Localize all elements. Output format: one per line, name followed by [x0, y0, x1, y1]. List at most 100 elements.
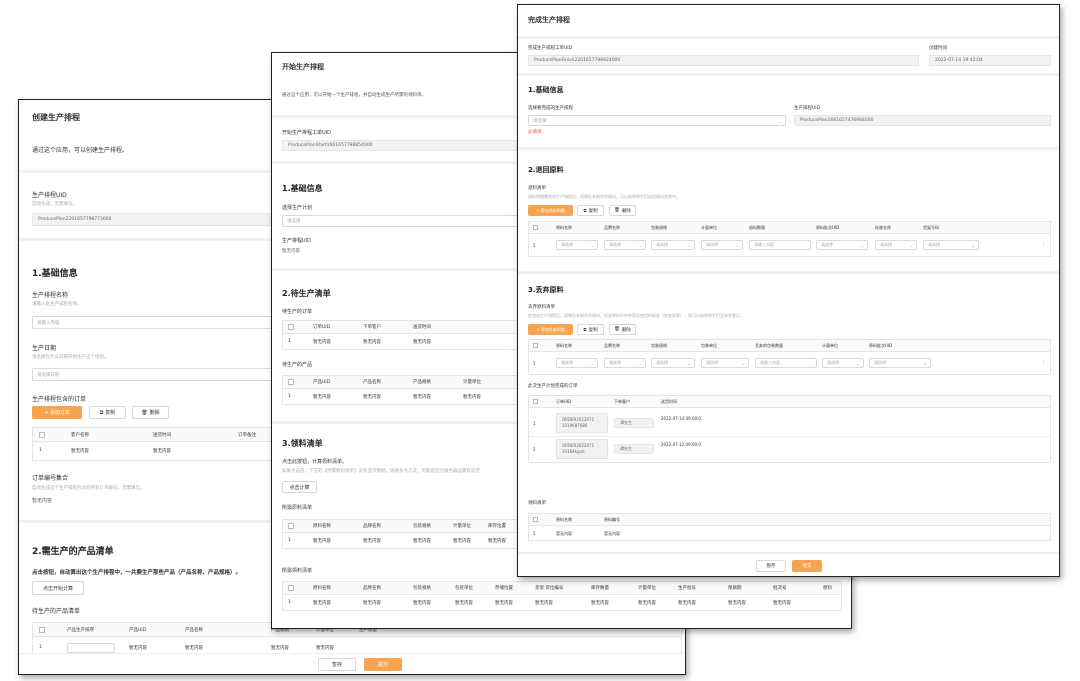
chevron-down-icon: ⌄: [909, 243, 913, 248]
section-discard: 3.丢弃原料: [528, 286, 564, 294]
pack-spec-select[interactable]: 请选择 ⌄: [651, 240, 695, 250]
select-all-checkbox[interactable]: [288, 523, 294, 529]
chevron-down-icon: ⌄: [923, 361, 927, 366]
trash-icon: 🗑: [614, 208, 620, 213]
unit-select[interactable]: 请选择 ⌄: [822, 358, 864, 368]
date-hint: 请选择在什么日期开始生产这个排程。: [32, 355, 109, 360]
shelf-select[interactable]: 请选择 ⌄: [923, 240, 979, 250]
chevron-down-icon: ⌄: [687, 361, 691, 366]
section-materials: 3.领料清单: [282, 439, 323, 448]
page-title: 创建生产排程: [32, 113, 80, 122]
completed-orders-table: 订单UID 下单客户 送货时间 1 ORDER2022071 101968768…: [528, 395, 1051, 463]
cell: 暂无内容: [728, 601, 746, 606]
row-index: 1: [533, 531, 536, 536]
col-pack-unit: 包装单位: [455, 586, 473, 591]
col-order-uid: 订单UID: [313, 325, 331, 330]
copy-button[interactable]: ⧉ 复制: [577, 324, 604, 335]
trash-icon: 🗑: [141, 409, 148, 416]
order-collection-value: 暂无内容: [32, 498, 53, 504]
picking-list-table: 原料名称 原料编号 1 暂无内容 暂无内容: [528, 513, 1051, 541]
divider: [518, 271, 1059, 274]
start-calc-button[interactable]: 点击开始计算: [32, 581, 84, 595]
sequence-input[interactable]: [67, 643, 115, 653]
copy-button[interactable]: ⧉ 复制: [89, 406, 126, 419]
cell: 暂无内容: [678, 601, 696, 606]
material-select[interactable]: 请选择 ⌄: [556, 240, 598, 250]
col-unit: 计量单位: [316, 628, 334, 633]
cell-product-name: 暂无内容: [185, 646, 203, 651]
return-qty-input[interactable]: 请输入内容: [749, 240, 811, 250]
select-all-checkbox[interactable]: [533, 517, 538, 522]
more-icon[interactable]: ⋮: [1041, 242, 1046, 248]
picking-list-label: 所需领料清单: [282, 568, 313, 574]
save-draft-button[interactable]: 暂存: [318, 658, 356, 671]
chevron-down-icon: ⌄: [687, 243, 691, 248]
pack-unit-select[interactable]: 请选择 ⌄: [701, 358, 749, 368]
footer-bar: 暂存 提交: [19, 653, 685, 674]
page-title: 完成生产排程: [528, 16, 570, 24]
select-all-checkbox[interactable]: [39, 627, 45, 633]
table-header: 原料名称 品牌名称 包装规格 包装单位 丢弃的包装数量 计量单位 原料批次UID: [529, 340, 1050, 352]
chevron-down-icon: ⌄: [778, 118, 782, 124]
select-all-checkbox[interactable]: [533, 225, 538, 230]
picking-list-table: 原料名称 品牌名称 包装规格 包装单位 存储位置 货架 货位编号 库存数量 计量…: [282, 581, 842, 611]
batch-uid-select[interactable]: 请选择 ⌄: [816, 240, 868, 250]
select-all-checkbox[interactable]: [288, 379, 294, 385]
unit-select[interactable]: 请选择 ⌄: [701, 240, 743, 250]
calc-button[interactable]: 点击计算: [282, 481, 317, 493]
col-unit: 计量单位: [463, 380, 481, 385]
chevron-down-icon: ⌄: [971, 243, 975, 248]
table-header: 原料名称 原料编号: [529, 514, 1050, 526]
uid-hint: 自动生成，无需填写。: [32, 202, 77, 207]
copy-button[interactable]: ⧉ 复制: [577, 205, 604, 216]
col-batch-uid: 原料批次UID: [816, 225, 840, 230]
select-all-checkbox[interactable]: [533, 399, 538, 404]
submit-button[interactable]: 提交: [792, 560, 822, 572]
warehouse-select[interactable]: 请选择 ⌄: [875, 240, 917, 250]
col-order-uid: 订单UID: [556, 399, 572, 404]
col-product-name: 产品名称: [185, 628, 203, 633]
cell-material-name: 暂无内容: [556, 531, 572, 536]
submit-button[interactable]: 提交: [364, 658, 402, 671]
col-material-name: 原料名称: [556, 517, 572, 522]
brand-select[interactable]: 请选择 ⌄: [604, 358, 646, 368]
batch-uid-select[interactable]: 请选择 ⌄: [869, 358, 931, 368]
col-product-name: 产品名称: [363, 380, 381, 385]
save-draft-button[interactable]: 暂存: [756, 560, 786, 572]
cell-unit: 暂无内容: [463, 395, 481, 400]
col-unit: 计量单位: [453, 524, 471, 529]
select-all-checkbox[interactable]: [39, 432, 45, 438]
select-all-checkbox[interactable]: [288, 324, 294, 330]
plan-select-label: 选择要完成的生产排程: [528, 106, 573, 111]
pack-spec-select[interactable]: 请选择 ⌄: [651, 358, 695, 368]
row-index: 1: [533, 243, 536, 248]
delete-button[interactable]: 🗑 删除: [132, 406, 169, 419]
delete-button[interactable]: 🗑 删除: [609, 205, 636, 216]
more-icon[interactable]: ⋮: [1041, 360, 1046, 366]
select-all-checkbox[interactable]: [288, 585, 294, 591]
cell-product-spec: 暂无内容: [413, 395, 431, 400]
cell-delivery-time: 2022-07-12 09:00:0: [661, 442, 701, 447]
brand-select[interactable]: 请选择 ⌄: [604, 240, 646, 250]
table-header: 原料名称 品牌名称 包装规格 包装单位 存储位置 货架 货位编号 库存数量 计量…: [283, 582, 841, 595]
discard-table: 原料名称 品牌名称 包装规格 包装单位 丢弃的包装数量 计量单位 原料批次UID…: [528, 339, 1051, 375]
col-delivery-time: 送货时间: [413, 325, 431, 330]
plan-select[interactable]: 请选择 ⌄: [528, 115, 786, 126]
discard-qty-input[interactable]: 请输入内容: [755, 358, 817, 368]
row-index: 1: [288, 339, 291, 344]
cell-customer: 谭先生: [614, 418, 654, 428]
add-order-button[interactable]: + 添加订单: [32, 406, 82, 419]
material-select[interactable]: 请选择 ⌄: [556, 358, 598, 368]
cell-brand: 暂无内容: [363, 539, 381, 544]
add-return-button[interactable]: + 添加退料明细: [528, 205, 573, 216]
delete-button[interactable]: 🗑 删除: [609, 324, 636, 335]
plan-uid-field: ProducePlan1661657476984000: [794, 115, 1051, 126]
required-error: 必填项: [528, 130, 542, 135]
col-material-name: 原料名称: [556, 343, 572, 348]
select-all-checkbox[interactable]: [533, 343, 538, 348]
row-index: 1: [533, 361, 536, 366]
cell-unit: 暂无内容: [453, 539, 471, 544]
col-product-spec: 产品规格: [413, 380, 431, 385]
add-discard-button[interactable]: + 添加丢弃明细: [528, 324, 573, 335]
cell-product-uid: 暂无内容: [129, 646, 147, 651]
